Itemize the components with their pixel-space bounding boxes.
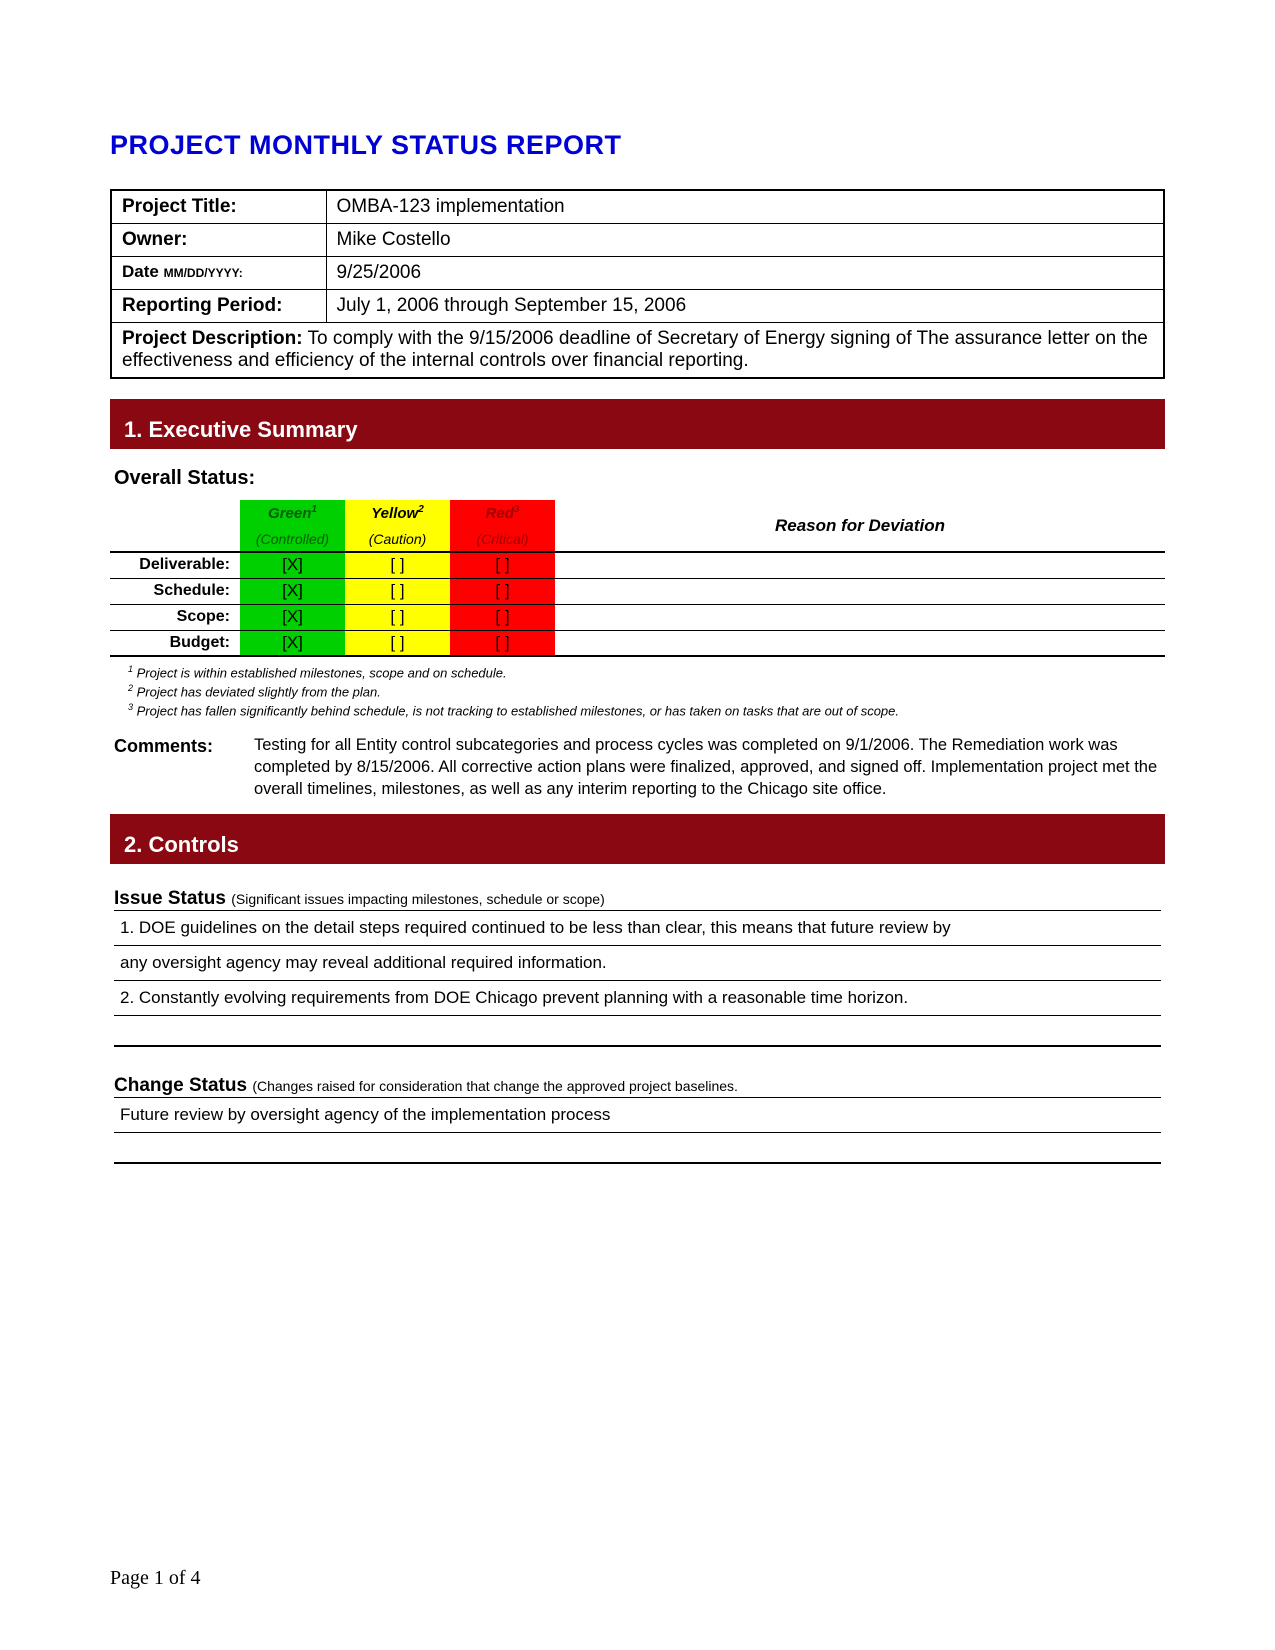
status-cell-red: [ ]	[450, 578, 555, 604]
date-value: 9/25/2006	[326, 257, 1164, 290]
yellow-sup: 2	[418, 504, 424, 515]
comments-body: Testing for all Entity control subcatego…	[254, 734, 1161, 801]
status-cell-yellow: [ ]	[345, 630, 450, 656]
change-blank-line	[114, 1132, 1161, 1162]
issue-blank-line	[114, 1015, 1161, 1045]
project-title-label: Project Title:	[111, 190, 326, 224]
red-label: Red	[486, 505, 514, 522]
fn3-text: Project has fallen significantly behind …	[133, 703, 899, 718]
status-row: Budget: [X] [ ] [ ]	[110, 630, 1165, 656]
change-heading-text: Change Status	[114, 1075, 247, 1096]
red-sup: 3	[514, 504, 520, 515]
change-separator	[114, 1162, 1161, 1192]
section-exec-summary: 1. Executive Summary	[110, 399, 1165, 449]
section-controls: 2. Controls	[110, 814, 1165, 864]
project-title-value: OMBA-123 implementation	[326, 190, 1164, 224]
status-cell-red: [ ]	[450, 604, 555, 630]
status-head-green: Green1	[240, 500, 345, 526]
status-cell-green: [X]	[240, 630, 345, 656]
page: PROJECT MONTHLY STATUS REPORT Project Ti…	[0, 0, 1275, 1650]
green-label: Green	[268, 505, 311, 522]
status-corner	[110, 500, 240, 526]
yellow-label: Yellow	[371, 505, 418, 522]
status-cell-green: [X]	[240, 552, 345, 578]
red-sub: (Critical)	[450, 526, 555, 552]
status-cell-reason	[555, 578, 1165, 604]
owner-label: Owner:	[111, 224, 326, 257]
project-description: Project Description: To comply with the …	[111, 323, 1164, 379]
status-cell-red: [ ]	[450, 552, 555, 578]
status-row: Deliverable: [X] [ ] [ ]	[110, 552, 1165, 578]
status-head-red: Red3	[450, 500, 555, 526]
status-cell-yellow: [ ]	[345, 552, 450, 578]
status-cell-yellow: [ ]	[345, 604, 450, 630]
change-line-1: Future review by oversight agency of the…	[114, 1097, 1161, 1132]
issue-line-3: 2. Constantly evolving requirements from…	[114, 980, 1161, 1015]
project-info-table: Project Title: OMBA-123 implementation O…	[110, 189, 1165, 379]
status-table: Green1 Yellow2 Red3 Reason for Deviation…	[110, 500, 1165, 657]
issue-heading-text: Issue Status	[114, 888, 226, 909]
green-sup: 1	[311, 504, 317, 515]
issue-heading-sub: (Significant issues impacting milestones…	[231, 891, 605, 907]
comments-label: Comments:	[114, 734, 234, 801]
status-cell-reason	[555, 552, 1165, 578]
date-format: MM/DD/YYYY	[164, 266, 239, 280]
issue-line-1: 1. DOE guidelines on the detail steps re…	[114, 910, 1161, 945]
issue-separator	[114, 1045, 1161, 1075]
fn2-text: Project has deviated slightly from the p…	[133, 684, 381, 699]
date-label-text: Date	[122, 262, 159, 281]
status-row-label: Budget:	[110, 630, 240, 656]
status-cell-reason	[555, 604, 1165, 630]
issue-status-heading: Issue Status (Significant issues impacti…	[114, 888, 1161, 910]
status-cell-reason	[555, 630, 1165, 656]
green-sub: (Controlled)	[240, 526, 345, 552]
change-status-heading: Change Status (Changes raised for consid…	[114, 1075, 1161, 1097]
status-body: Deliverable: [X] [ ] [ ] Schedule: [X] […	[110, 552, 1165, 656]
status-row-label: Deliverable:	[110, 552, 240, 578]
status-cell-yellow: [ ]	[345, 578, 450, 604]
footnotes: 1 Project is within established mileston…	[128, 663, 1165, 720]
issue-line-2: any oversight agency may reveal addition…	[114, 945, 1161, 980]
status-row-label: Schedule:	[110, 578, 240, 604]
status-cell-green: [X]	[240, 578, 345, 604]
status-cell-green: [X]	[240, 604, 345, 630]
status-row: Schedule: [X] [ ] [ ]	[110, 578, 1165, 604]
fn1-text: Project is within established milestones…	[133, 665, 507, 680]
period-value: July 1, 2006 through September 15, 2006	[326, 290, 1164, 323]
document-title: PROJECT MONTHLY STATUS REPORT	[110, 130, 1165, 161]
yellow-sub: (Caution)	[345, 526, 450, 552]
status-row-label: Scope:	[110, 604, 240, 630]
status-head-yellow: Yellow2	[345, 500, 450, 526]
desc-label: Project Description:	[122, 328, 303, 349]
page-footer: Page 1 of 4	[110, 1567, 201, 1590]
overall-status-heading: Overall Status:	[114, 467, 1165, 490]
status-corner2	[110, 526, 240, 552]
owner-value: Mike Costello	[326, 224, 1164, 257]
date-label: Date MM/DD/YYYY:	[111, 257, 326, 290]
status-row: Scope: [X] [ ] [ ]	[110, 604, 1165, 630]
period-label: Reporting Period:	[111, 290, 326, 323]
change-heading-sub: (Changes raised for consideration that c…	[252, 1078, 738, 1094]
status-head-reason: Reason for Deviation	[555, 500, 1165, 552]
status-cell-red: [ ]	[450, 630, 555, 656]
comments: Comments: Testing for all Entity control…	[114, 734, 1161, 801]
